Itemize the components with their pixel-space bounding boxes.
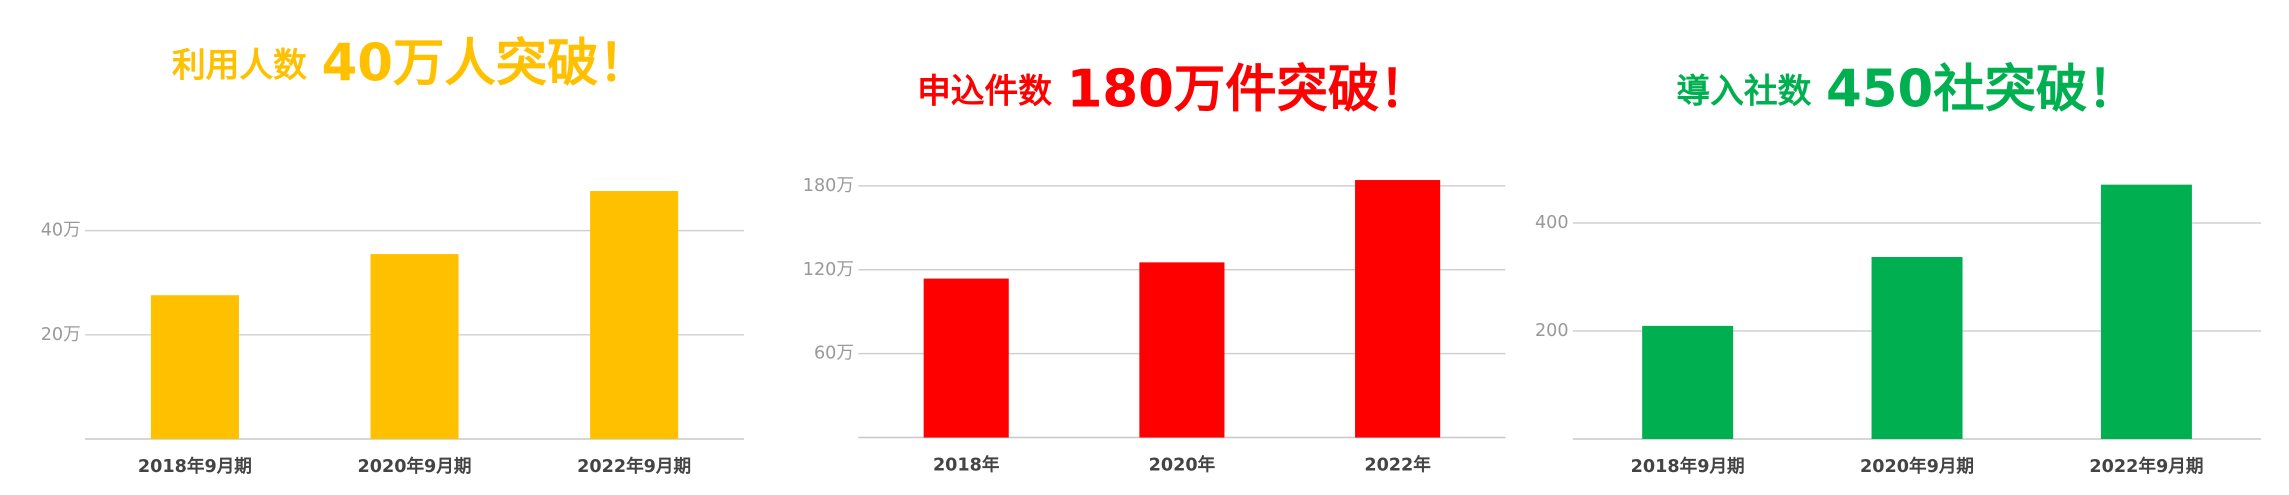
bar — [1139, 262, 1225, 438]
y-tick-label: 400 — [1535, 213, 1569, 233]
x-tick-label: 2022年9月期 — [577, 456, 691, 477]
title-text: 利用人数 — [172, 45, 307, 84]
title-headline: 450社突破！ — [1826, 60, 2139, 120]
bar — [1355, 180, 1441, 438]
bar — [1642, 325, 1734, 439]
bar — [1871, 257, 1963, 439]
bar — [923, 278, 1009, 438]
x-tick-label: 2022年9月期 — [2089, 456, 2203, 477]
chart-title: 導入社数 450社突破！ — [1676, 60, 2138, 120]
x-tick-label: 2020年9月期 — [1860, 456, 1974, 477]
y-tick-label: 20万 — [41, 325, 81, 345]
x-tick-label: 2018年9月期 — [1631, 456, 1745, 477]
bar — [370, 254, 459, 439]
y-tick-label: 60万 — [814, 344, 854, 364]
bar — [2100, 184, 2192, 439]
x-tick-label: 2020年9月期 — [358, 456, 472, 477]
x-tick-label: 2022年 — [1364, 454, 1431, 475]
chart-title: 申込件数 180万件突破！ — [917, 60, 1431, 120]
y-tick-label: 200 — [1535, 321, 1569, 341]
x-tick-label: 2020年 — [1149, 454, 1216, 475]
title-text: 導入社数 — [1676, 71, 1811, 110]
chart-title: 利用人数 40万人突破！ — [172, 33, 650, 93]
y-tick-label: 120万 — [803, 260, 854, 280]
title-headline: 40万人突破！ — [322, 33, 650, 93]
y-tick-label: 40万 — [41, 221, 81, 241]
x-tick-label: 2018年9月期 — [138, 456, 252, 477]
bar — [590, 191, 679, 439]
title-text: 申込件数 — [917, 71, 1052, 110]
x-tick-label: 2018年 — [933, 454, 1000, 475]
bar — [150, 295, 239, 439]
y-tick-label: 180万 — [803, 176, 854, 196]
title-headline: 180万件突破！ — [1067, 60, 1431, 120]
